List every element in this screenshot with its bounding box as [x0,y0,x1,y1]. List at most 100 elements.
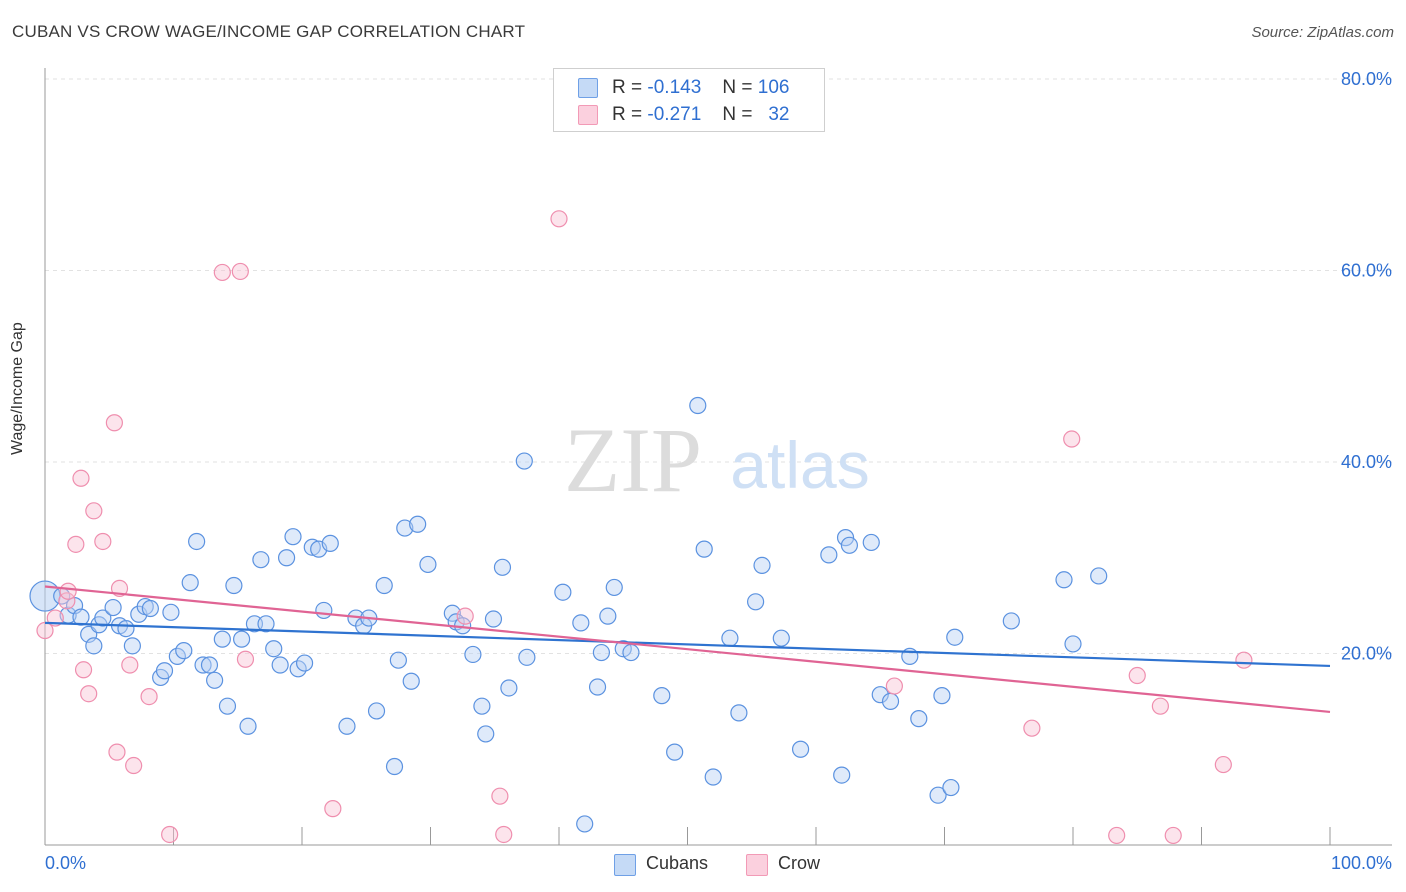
axes [44,68,1392,846]
crow-point [456,607,474,625]
cubans-point [277,549,296,567]
cubans-point [493,558,512,576]
x-tick-label-max: 100.0% [1331,853,1392,873]
crow-point [1235,651,1253,669]
crow-point [1063,430,1081,448]
cubans-point [588,678,607,696]
cubans-point [881,692,900,710]
r-label: R = [612,104,643,125]
y-tick-label: 20.0% [1341,644,1392,664]
crow-trend-line [44,585,1331,714]
cubans-point [1002,612,1020,630]
crow-point [1214,755,1232,774]
cubans-point [175,642,193,660]
cubans-point [840,536,859,554]
legend-text-crow: R = -0.271 N = 32 [612,104,789,126]
cubans-legend-swatch [614,854,636,876]
crow-point [1151,697,1169,715]
cubans-point [396,519,414,537]
source-label: Source: ZipAtlas.com [1251,24,1394,41]
crow-point [213,263,231,282]
crow-point [59,582,77,600]
crow-point [1128,666,1146,685]
cubans-point [622,643,640,662]
y-axis-label: Wage/Income Gap [9,322,26,455]
cubans-point [464,645,482,664]
crow-swatch [578,105,598,125]
cubans-point [265,640,283,658]
cubans-point [168,647,186,665]
cubans-point [477,725,495,743]
cubans-point [225,576,243,595]
cubans-point [753,556,771,575]
crow-point [550,210,568,228]
cubans-point [515,452,533,470]
cubans-point [730,704,748,722]
cubans-point [614,640,632,658]
cubans-point [862,533,880,552]
cubans-point [252,551,270,569]
cubans-point [721,629,739,647]
crow-point [72,469,90,487]
chart-title: CUBAN VS CROW WAGE/INCOME GAP CORRELATIO… [12,22,526,41]
cubans-point [239,717,257,735]
crow-point [161,825,179,844]
y-tick-label: 40.0% [1341,452,1392,472]
crow-point [125,756,143,775]
cubans-point [155,662,174,680]
cubans-point [338,717,356,735]
cubans-point [666,743,684,761]
cubans-point [1064,635,1082,653]
cubans-point [484,610,503,628]
crow-point [236,650,255,668]
gridlines [45,78,1392,654]
cubans-point [791,740,810,758]
n-label: N = [722,77,753,98]
cubans-point [213,630,231,648]
cubans-point [233,630,251,648]
crow-point [495,825,513,844]
crow-point [491,787,509,805]
cubans-point [402,672,420,690]
r-label: R = [612,77,643,98]
cubans-point [385,757,404,776]
cubans-point [910,710,928,728]
cubans-point [162,603,180,621]
legend-text-cubans: R = -0.143 N = 106 [612,77,789,99]
cubans-trend-line [44,621,1331,668]
crow-point [74,661,93,679]
cubans-point [321,534,339,552]
cubans-point [94,609,112,627]
crow-point [94,532,112,551]
crow-point [80,685,98,703]
cubans-point [141,599,159,618]
cubans-point [599,607,617,625]
cubans-point [194,656,212,674]
cubans-point [871,686,889,704]
cubans-point [72,608,90,626]
cubans-point [104,598,122,617]
cubans-point [500,679,518,697]
cubans-point [929,786,947,804]
cubans-point [833,766,851,784]
cubans-point [933,687,951,705]
cubans-point [181,574,199,592]
cubans-point [389,651,407,669]
crow-point [67,535,85,553]
n-value-cubans: 106 [757,77,790,98]
cubans-point [419,555,437,574]
cubans-point [257,615,275,633]
cubans-point [653,687,671,705]
cubans-point [303,538,321,556]
crow-legend-swatch [746,854,768,876]
cubans-point [576,815,594,833]
crow-point [324,800,342,818]
watermark: ZIP atlas [564,409,870,511]
cubans-swatch [578,78,598,98]
cubans-point [1055,571,1073,589]
x-tick-label-min: 0.0% [45,853,86,873]
cubans-point [946,628,964,646]
crow-legend-label: Crow [778,853,821,873]
y-tick-label: 60.0% [1341,261,1392,281]
watermark-atlas: atlas [730,428,869,502]
